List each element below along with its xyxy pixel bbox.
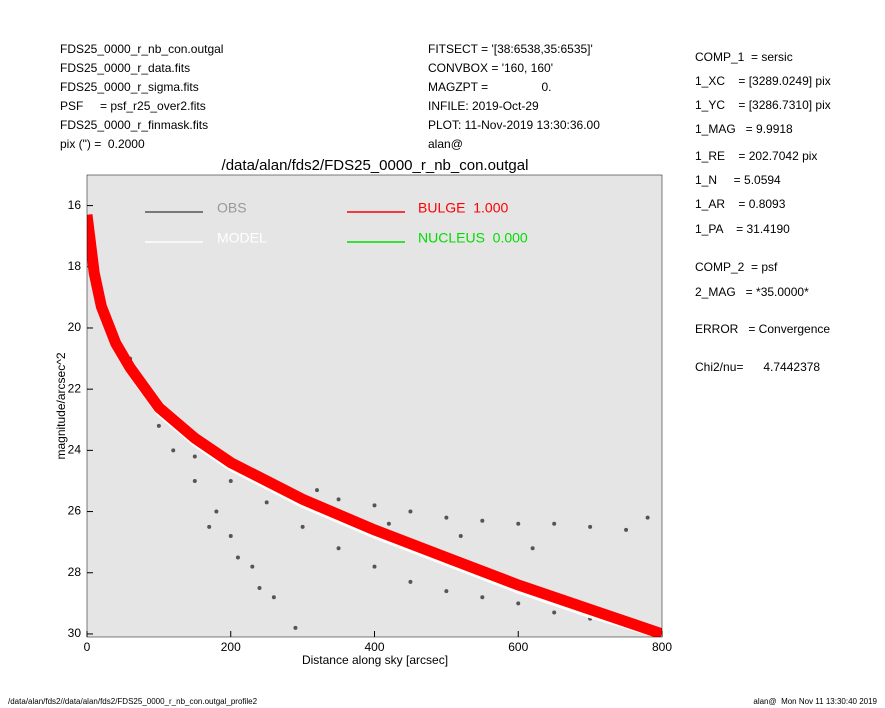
footer-left: /data/alan/fds2//data/alan/fds2/FDS25_00… xyxy=(8,697,258,706)
legend-label: MODEL xyxy=(217,230,267,246)
y-tick-label: 30 xyxy=(68,626,82,640)
obs-point xyxy=(192,478,197,483)
obs-point xyxy=(372,503,377,508)
obs-point xyxy=(300,524,305,529)
header-right: 1_YC = [3286.7310] pix xyxy=(695,98,831,112)
obs-point xyxy=(264,500,269,505)
obs-point xyxy=(336,546,341,551)
obs-point xyxy=(271,595,276,600)
profile-line xyxy=(87,214,662,637)
x-tick-label: 200 xyxy=(221,640,241,654)
obs-point xyxy=(588,524,593,529)
obs-point xyxy=(228,478,233,483)
obs-point xyxy=(235,555,240,560)
obs-point xyxy=(458,534,463,539)
y-tick-label: 20 xyxy=(68,320,82,334)
obs-point xyxy=(516,601,521,606)
footer-right: alan@ Mon Nov 11 13:30:40 2019 xyxy=(753,697,877,706)
obs-point xyxy=(214,509,219,514)
plot-frame xyxy=(86,174,663,638)
obs-point xyxy=(552,610,557,615)
plot-area xyxy=(87,175,662,637)
header-right: 1_RE = 202.7042 pix xyxy=(695,149,817,163)
header-right: Chi2/nu= 4.7442378 xyxy=(695,360,820,374)
y-tick-label: 26 xyxy=(68,504,82,518)
header-left: PSF = psf_r25_over2.fits xyxy=(60,99,206,113)
header-right: 1_AR = 0.8093 xyxy=(695,197,786,211)
obs-point xyxy=(645,515,650,520)
obs-point xyxy=(624,527,629,532)
y-tick-label: 28 xyxy=(68,565,82,579)
header-right: COMP_1 = sersic xyxy=(695,50,793,64)
header-right: COMP_2 = psf xyxy=(695,260,778,274)
obs-point xyxy=(552,521,557,526)
header-middle: alan@ xyxy=(428,137,463,151)
header-right: 1_XC = [3289.0249] pix xyxy=(695,74,831,88)
y-tick-label: 16 xyxy=(68,198,82,212)
header-right: 1_MAG = 9.9918 xyxy=(695,122,793,136)
header-right: ERROR = Convergence xyxy=(695,322,830,336)
chart-title: /data/alan/fds2/FDS25_0000_r_nb_con.outg… xyxy=(222,157,529,174)
x-tick-label: 800 xyxy=(652,640,672,654)
obs-point xyxy=(480,518,485,523)
y-tick-label: 18 xyxy=(68,259,82,273)
header-middle: PLOT: 11-Nov-2019 13:30:36.00 xyxy=(428,118,600,132)
obs-point xyxy=(480,595,485,600)
obs-point xyxy=(408,579,413,584)
header-middle: INFILE: 2019-Oct-29 xyxy=(428,99,539,113)
obs-point xyxy=(228,534,233,539)
header-middle: MAGZPT = 0. xyxy=(428,80,551,94)
x-tick-label: 600 xyxy=(508,640,528,654)
obs-point xyxy=(336,497,341,502)
obs-point xyxy=(372,564,377,569)
x-tick-label: 400 xyxy=(364,640,384,654)
obs-point xyxy=(315,488,319,493)
header-left: FDS25_0000_r_data.fits xyxy=(60,61,190,75)
obs-point xyxy=(444,589,449,594)
obs-point xyxy=(207,524,212,529)
obs-point xyxy=(516,521,521,526)
obs-point xyxy=(293,625,298,630)
header-right: 1_PA = 31.4190 xyxy=(695,222,790,236)
header-left: FDS25_0000_r_nb_con.outgal xyxy=(60,42,223,56)
header-left: FDS25_0000_r_sigma.fits xyxy=(60,80,199,94)
header-left: pix (") = 0.2000 xyxy=(60,137,145,151)
obs-point xyxy=(250,564,255,569)
obs-point xyxy=(257,586,262,591)
y-tick-label: 22 xyxy=(68,381,82,395)
obs-point xyxy=(192,454,197,459)
legend-label: NUCLEUS 0.000 xyxy=(418,230,528,246)
y-tick-label: 24 xyxy=(68,443,82,457)
x-tick-label: 0 xyxy=(84,640,91,654)
obs-point xyxy=(156,423,161,428)
header-middle: FITSECT = '[38:6538,35:6535]' xyxy=(428,42,593,56)
legend-label: OBS xyxy=(217,200,247,216)
obs-point xyxy=(408,509,413,514)
obs-point xyxy=(171,448,176,453)
legend-label: BULGE 1.000 xyxy=(418,200,508,216)
header-middle: CONVBOX = '160, 160' xyxy=(428,61,553,75)
header-right: 1_N = 5.0594 xyxy=(695,173,781,187)
x-axis-label: Distance along sky [arcsec] xyxy=(302,653,448,667)
y-axis-label: magnitude/arcsec^2 xyxy=(54,352,68,459)
obs-point xyxy=(530,546,535,551)
obs-point xyxy=(444,515,449,520)
header-right: 2_MAG = *35.0000* xyxy=(695,285,809,299)
obs-point xyxy=(386,521,391,526)
header-left: FDS25_0000_r_finmask.fits xyxy=(60,118,208,132)
